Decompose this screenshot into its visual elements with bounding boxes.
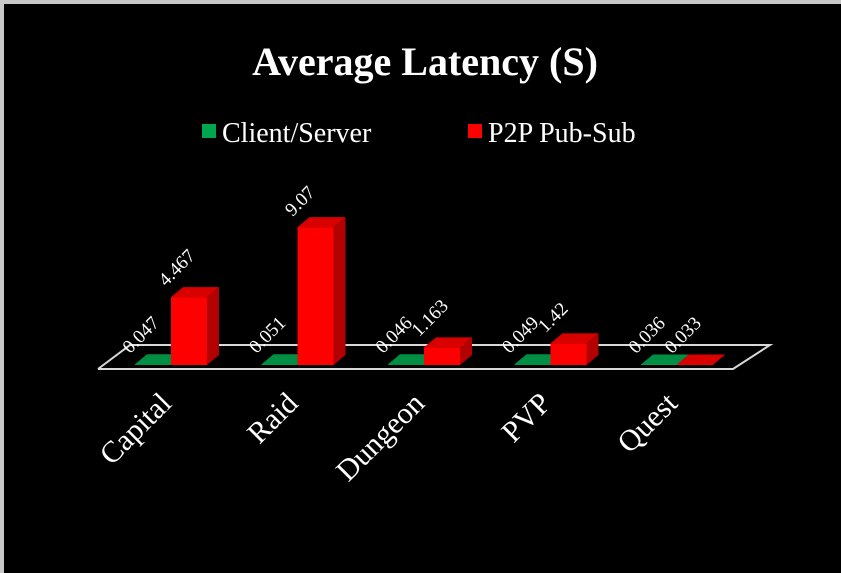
bar-top [171, 287, 219, 298]
bar-front [677, 364, 713, 365]
legend-swatch [202, 124, 216, 138]
bar-front [261, 364, 298, 365]
bar-front [171, 297, 207, 365]
bar-front [641, 364, 677, 365]
bar [550, 333, 599, 365]
bar-top [677, 354, 725, 365]
bar-top [641, 354, 689, 365]
bar-front [297, 227, 334, 365]
bar-front [550, 343, 587, 365]
bar [677, 354, 725, 365]
bar-top [550, 333, 599, 344]
bar-front [424, 347, 460, 365]
legend-swatch [468, 124, 482, 138]
legend-label: Client/Server [222, 118, 372, 149]
bar-side [586, 333, 599, 365]
legend-label: P2P Pub-Sub [488, 118, 636, 149]
bar-front [388, 364, 424, 365]
bar-top [424, 337, 472, 348]
bar-side [713, 354, 725, 365]
bar-top [297, 217, 346, 228]
bar-side [207, 287, 219, 365]
bar [297, 217, 346, 365]
bar [171, 287, 219, 365]
bar-front [135, 364, 171, 365]
chart-background [4, 4, 841, 573]
bar-side [333, 217, 346, 365]
chart-title: Average Latency (S) [252, 39, 598, 84]
bar-front [514, 364, 551, 365]
bar [424, 337, 472, 365]
floor [97, 344, 774, 370]
bar-side [460, 337, 472, 365]
